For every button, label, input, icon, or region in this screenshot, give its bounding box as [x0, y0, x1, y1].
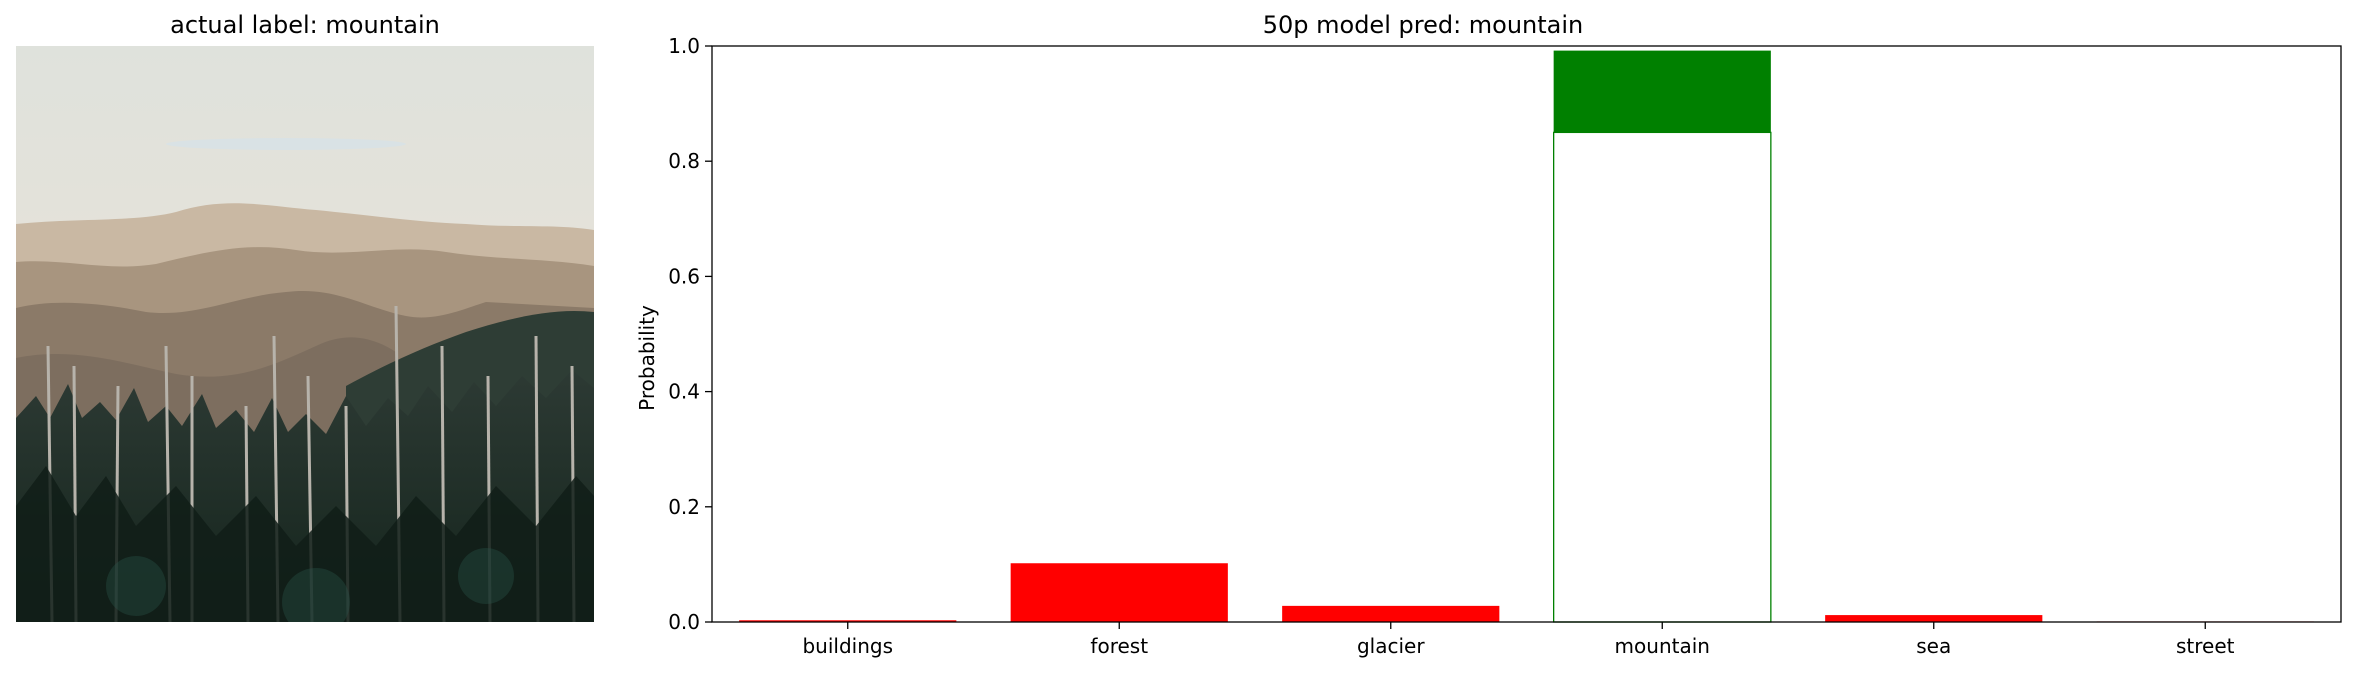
bar-glacier — [1282, 605, 1500, 622]
x-tick-label-street: street — [2176, 634, 2235, 658]
x-tick-label-mountain: mountain — [1615, 634, 1710, 658]
y-tick-label: 0.4 — [668, 380, 700, 404]
y-tick-label: 0.2 — [668, 495, 700, 519]
y-tick-label: 0.8 — [668, 149, 700, 173]
image-title: actual label: mountain — [170, 11, 440, 39]
y-tick-label: 0.0 — [668, 610, 700, 634]
x-tick-label-sea: sea — [1916, 634, 1951, 658]
y-tick-label: 1.0 — [668, 34, 700, 58]
bar-sea — [1825, 615, 2043, 622]
bar-mountain-band — [1553, 131, 1772, 623]
y-tick-label: 0.6 — [668, 264, 700, 288]
x-tick-label-forest: forest — [1090, 634, 1148, 658]
bar-mountain — [1553, 50, 1771, 133]
x-tick-label-buildings: buildings — [802, 634, 893, 658]
mountain-photo — [16, 46, 594, 622]
bar-buildings — [739, 620, 957, 622]
bar-forest — [1010, 563, 1228, 622]
plot-frame — [711, 45, 2342, 623]
chart-title: 50p model pred: mountain — [1263, 11, 1584, 39]
y-axis-label: Probability — [635, 305, 659, 411]
x-tick-label-glacier: glacier — [1357, 634, 1425, 658]
